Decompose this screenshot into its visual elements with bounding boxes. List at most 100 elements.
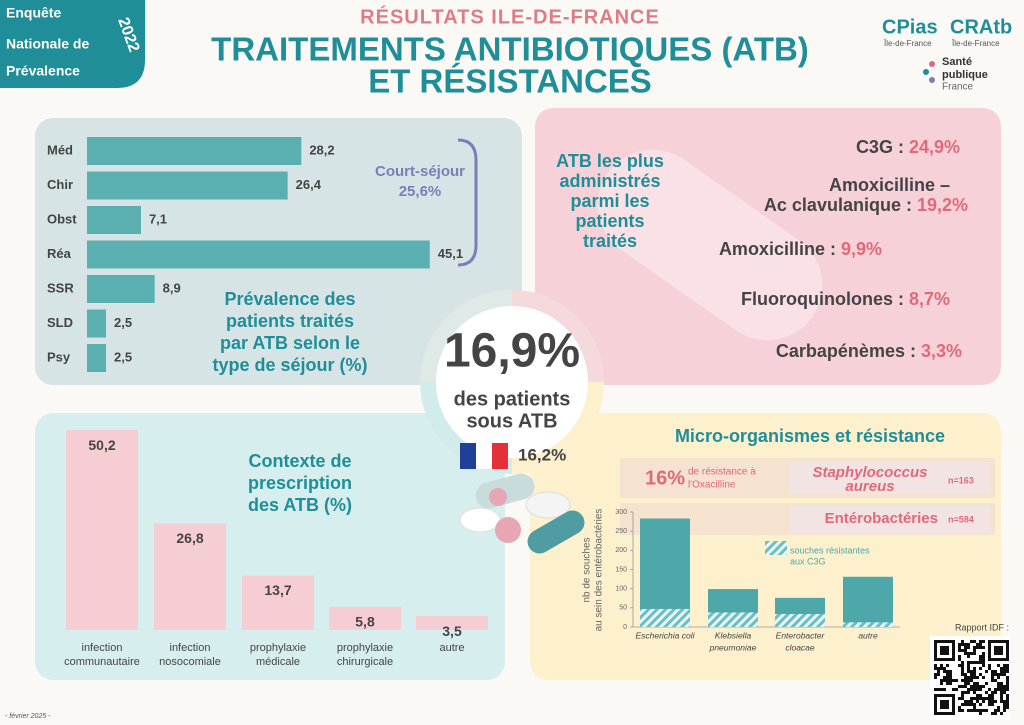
qr-module xyxy=(967,709,970,712)
qr-module xyxy=(973,676,976,679)
qr-module xyxy=(982,697,985,700)
qr-module xyxy=(994,691,997,694)
qr-finder xyxy=(940,700,949,709)
qr-module xyxy=(976,694,979,697)
qr-module xyxy=(946,682,949,685)
atb-item: Carbapénèmes : 3,3% xyxy=(776,341,962,361)
pills-decoration xyxy=(459,473,585,554)
qr-module xyxy=(979,667,982,670)
qr-module xyxy=(994,673,997,676)
qr-module xyxy=(970,673,973,676)
x-category-label: Klebsiella xyxy=(715,630,752,640)
chart-title: prescription xyxy=(248,473,352,493)
bar xyxy=(416,616,488,630)
qr-module xyxy=(982,658,985,661)
qr-module xyxy=(940,667,943,670)
qr-module xyxy=(943,679,946,682)
y-tick-label: 50 xyxy=(619,605,627,612)
qr-module xyxy=(940,682,943,685)
qr-module xyxy=(964,679,967,682)
qr-module xyxy=(961,661,964,664)
qr-module xyxy=(979,712,982,715)
qr-module xyxy=(988,697,991,700)
badge-line: Enquête xyxy=(6,5,61,21)
qr-module xyxy=(1000,700,1003,703)
qr-module xyxy=(991,697,994,700)
qr-module xyxy=(964,643,967,646)
qr-module xyxy=(973,697,976,700)
atb-heading: ATB les plus xyxy=(556,151,664,171)
qr-module xyxy=(946,664,949,667)
qr-module xyxy=(964,649,967,652)
qr-module xyxy=(982,646,985,649)
qr-module xyxy=(949,673,952,676)
x-category-label: cloacae xyxy=(785,642,815,652)
qr-module xyxy=(1003,700,1006,703)
qr-module xyxy=(982,700,985,703)
qr-module xyxy=(955,679,958,682)
staph-text: l'Oxacilline xyxy=(688,480,736,491)
qr-module xyxy=(967,646,970,649)
qr-module xyxy=(1006,694,1009,697)
qr-module xyxy=(976,682,979,685)
value-label: 3,5 xyxy=(442,623,462,639)
atb-value: 24,9% xyxy=(909,137,960,157)
y-tick-label: 150 xyxy=(615,566,627,573)
qr-module xyxy=(970,640,973,643)
qr-module xyxy=(973,703,976,706)
qr-module xyxy=(994,709,997,712)
x-category-label: prophylaxie xyxy=(337,642,393,654)
qr-module xyxy=(979,643,982,646)
legend-label: souches résistantes xyxy=(790,545,870,555)
qr-module xyxy=(964,703,967,706)
staph-text: de résistance à xyxy=(688,467,756,478)
qr-module xyxy=(961,685,964,688)
qr-module xyxy=(973,646,976,649)
qr-module xyxy=(949,670,952,673)
y-category-label: Chir xyxy=(47,177,73,192)
y-category-label: SSR xyxy=(47,280,74,295)
center-value: 16,9% xyxy=(444,325,580,378)
value-label: 50,2 xyxy=(88,437,115,453)
qr-module xyxy=(961,673,964,676)
logo: CPias xyxy=(882,16,938,38)
qr-module xyxy=(961,679,964,682)
qr-finder xyxy=(994,646,1003,655)
x-category-label: pneumoniae xyxy=(709,642,757,652)
qr-module xyxy=(1003,685,1006,688)
qr-module xyxy=(961,670,964,673)
qr-module xyxy=(967,679,970,682)
qr-module xyxy=(946,676,949,679)
atb-name: Ac clavulanique : xyxy=(764,195,917,215)
atb-value: 3,3% xyxy=(921,341,962,361)
qr-module xyxy=(1006,685,1009,688)
qr-module xyxy=(976,685,979,688)
qr-module xyxy=(979,661,982,664)
qr-module xyxy=(973,706,976,709)
atb-value: 19,2% xyxy=(917,195,968,215)
bar xyxy=(87,206,141,234)
value-label: 5,8 xyxy=(355,614,375,630)
qr-module xyxy=(964,691,967,694)
qr-module xyxy=(1006,700,1009,703)
qr-module xyxy=(982,685,985,688)
qr-module xyxy=(958,664,961,667)
qr-module xyxy=(991,670,994,673)
qr-code xyxy=(934,640,1009,715)
qr-module xyxy=(967,664,970,667)
bar xyxy=(87,275,155,303)
resistant-bar xyxy=(843,622,893,627)
qr-module xyxy=(952,688,955,691)
qr-module xyxy=(973,685,976,688)
qr-module xyxy=(979,697,982,700)
qr-module xyxy=(958,658,961,661)
qr-module xyxy=(1003,691,1006,694)
value-label: 26,4 xyxy=(296,177,322,192)
qr-module xyxy=(982,661,985,664)
bracket-value: 25,6% xyxy=(399,183,442,200)
qr-module xyxy=(967,700,970,703)
qr-module xyxy=(1003,706,1006,709)
qr-module xyxy=(1003,670,1006,673)
qr-module xyxy=(1006,688,1009,691)
